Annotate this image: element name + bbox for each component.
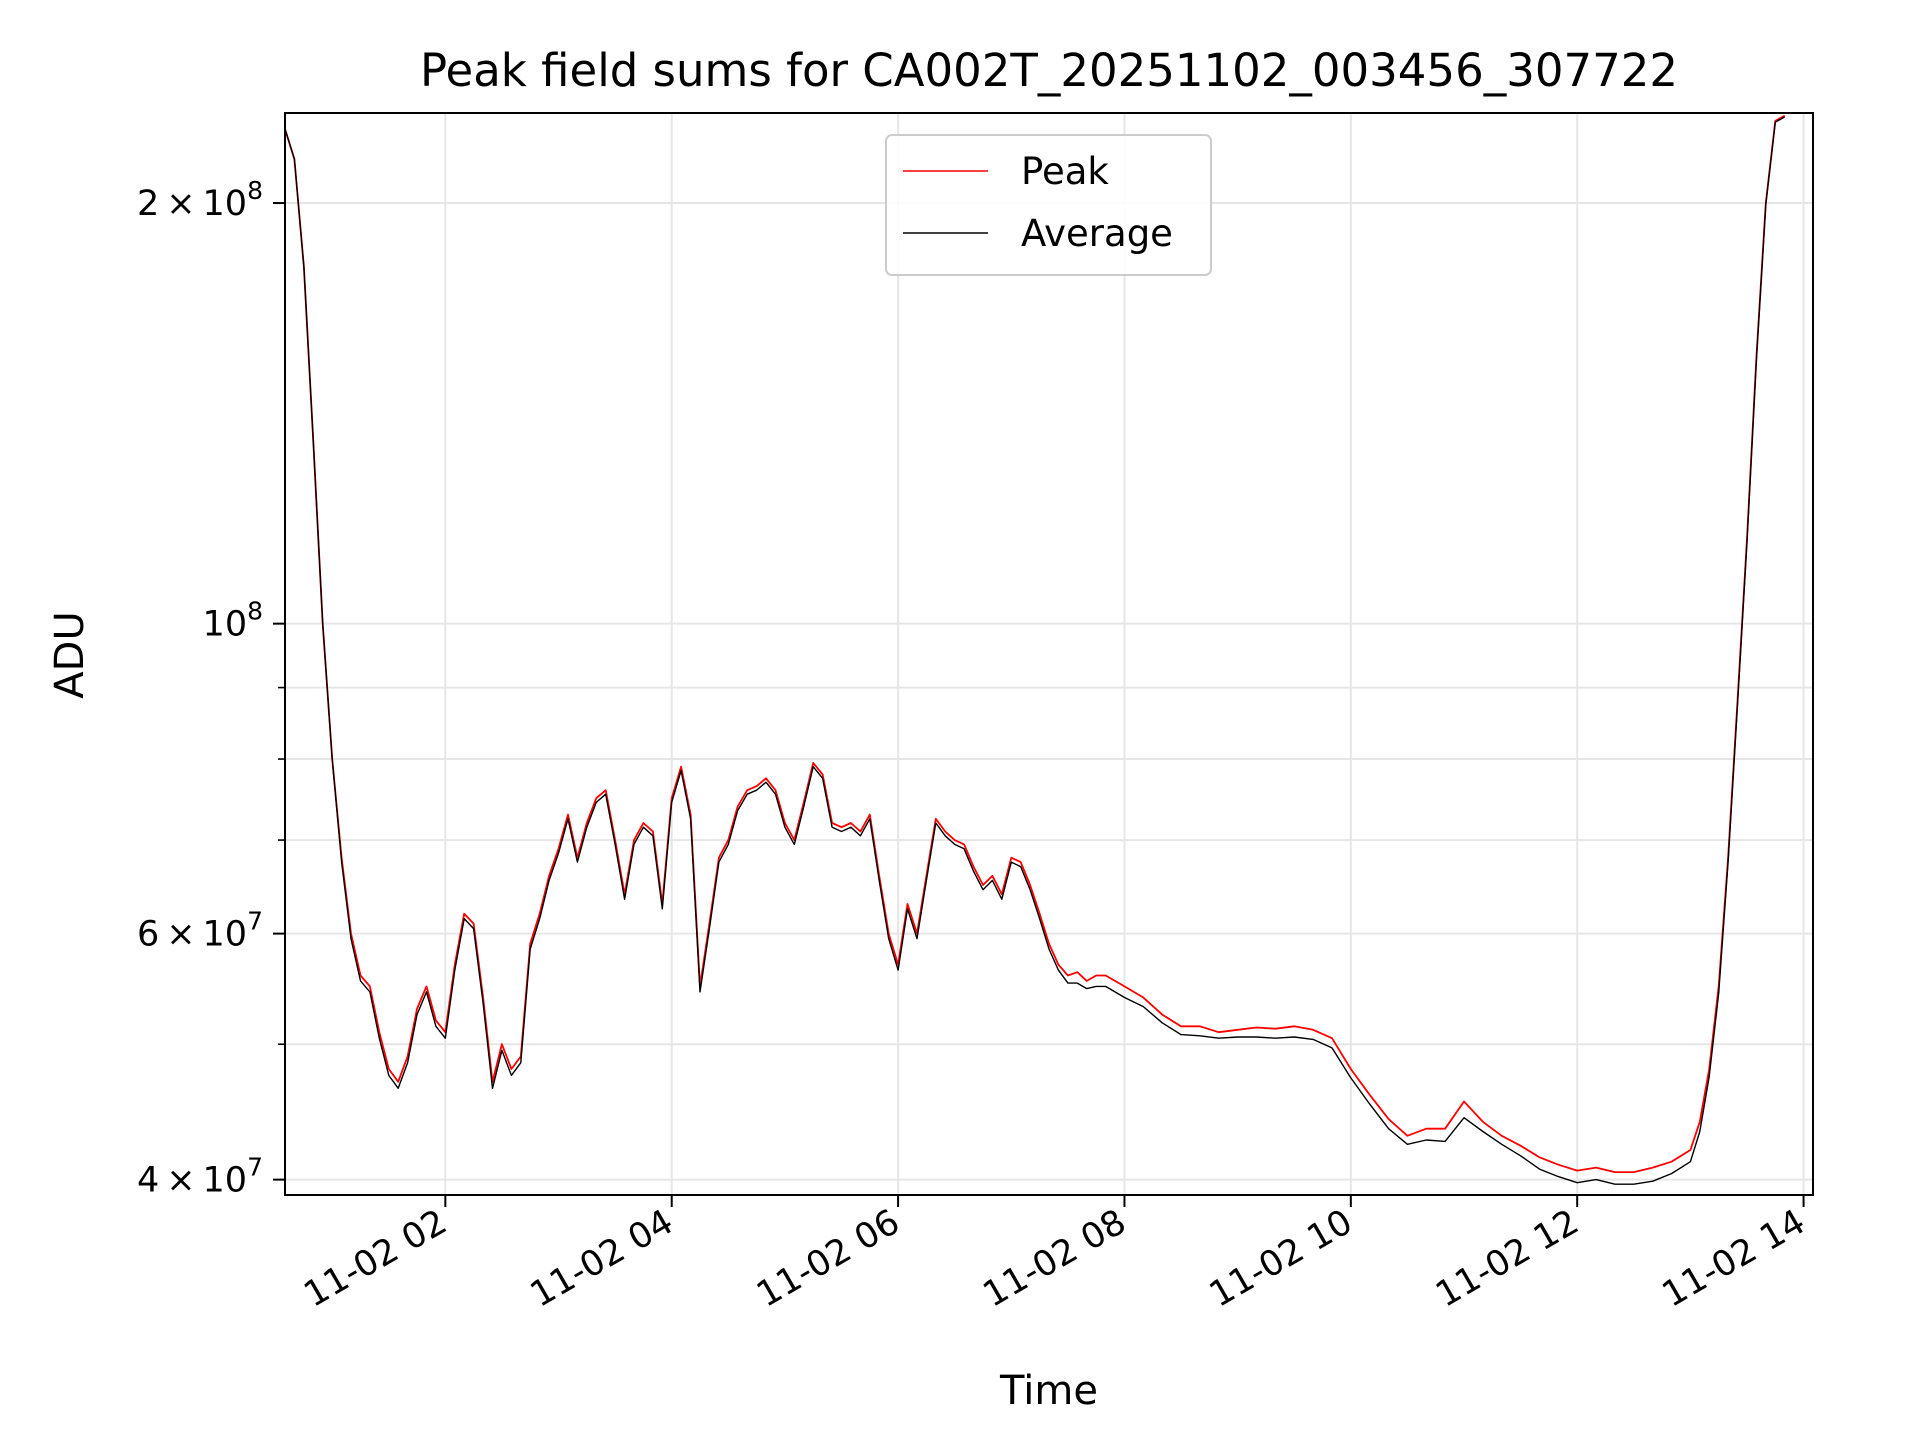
y-tick-label: 4 × 107 bbox=[137, 1153, 263, 1201]
legend-box bbox=[885, 134, 1212, 276]
y-axis-label: ADU bbox=[47, 611, 93, 698]
series-line-average bbox=[284, 116, 1786, 1185]
legend: Peak Average bbox=[885, 134, 1212, 276]
y-tick-label: 108 bbox=[203, 597, 263, 645]
x-axis-label: Time bbox=[999, 1368, 1098, 1414]
series-layer bbox=[284, 114, 1786, 1185]
legend-label-average: Average bbox=[1021, 212, 1173, 255]
y-tick-label: 6 × 107 bbox=[137, 907, 263, 955]
y-tick-label: 2 × 108 bbox=[137, 176, 263, 224]
plot-frame bbox=[284, 112, 1814, 1196]
legend-label-peak: Peak bbox=[1021, 150, 1109, 193]
chart-title: Peak field sums for CA002T_20251102_0034… bbox=[420, 44, 1678, 97]
